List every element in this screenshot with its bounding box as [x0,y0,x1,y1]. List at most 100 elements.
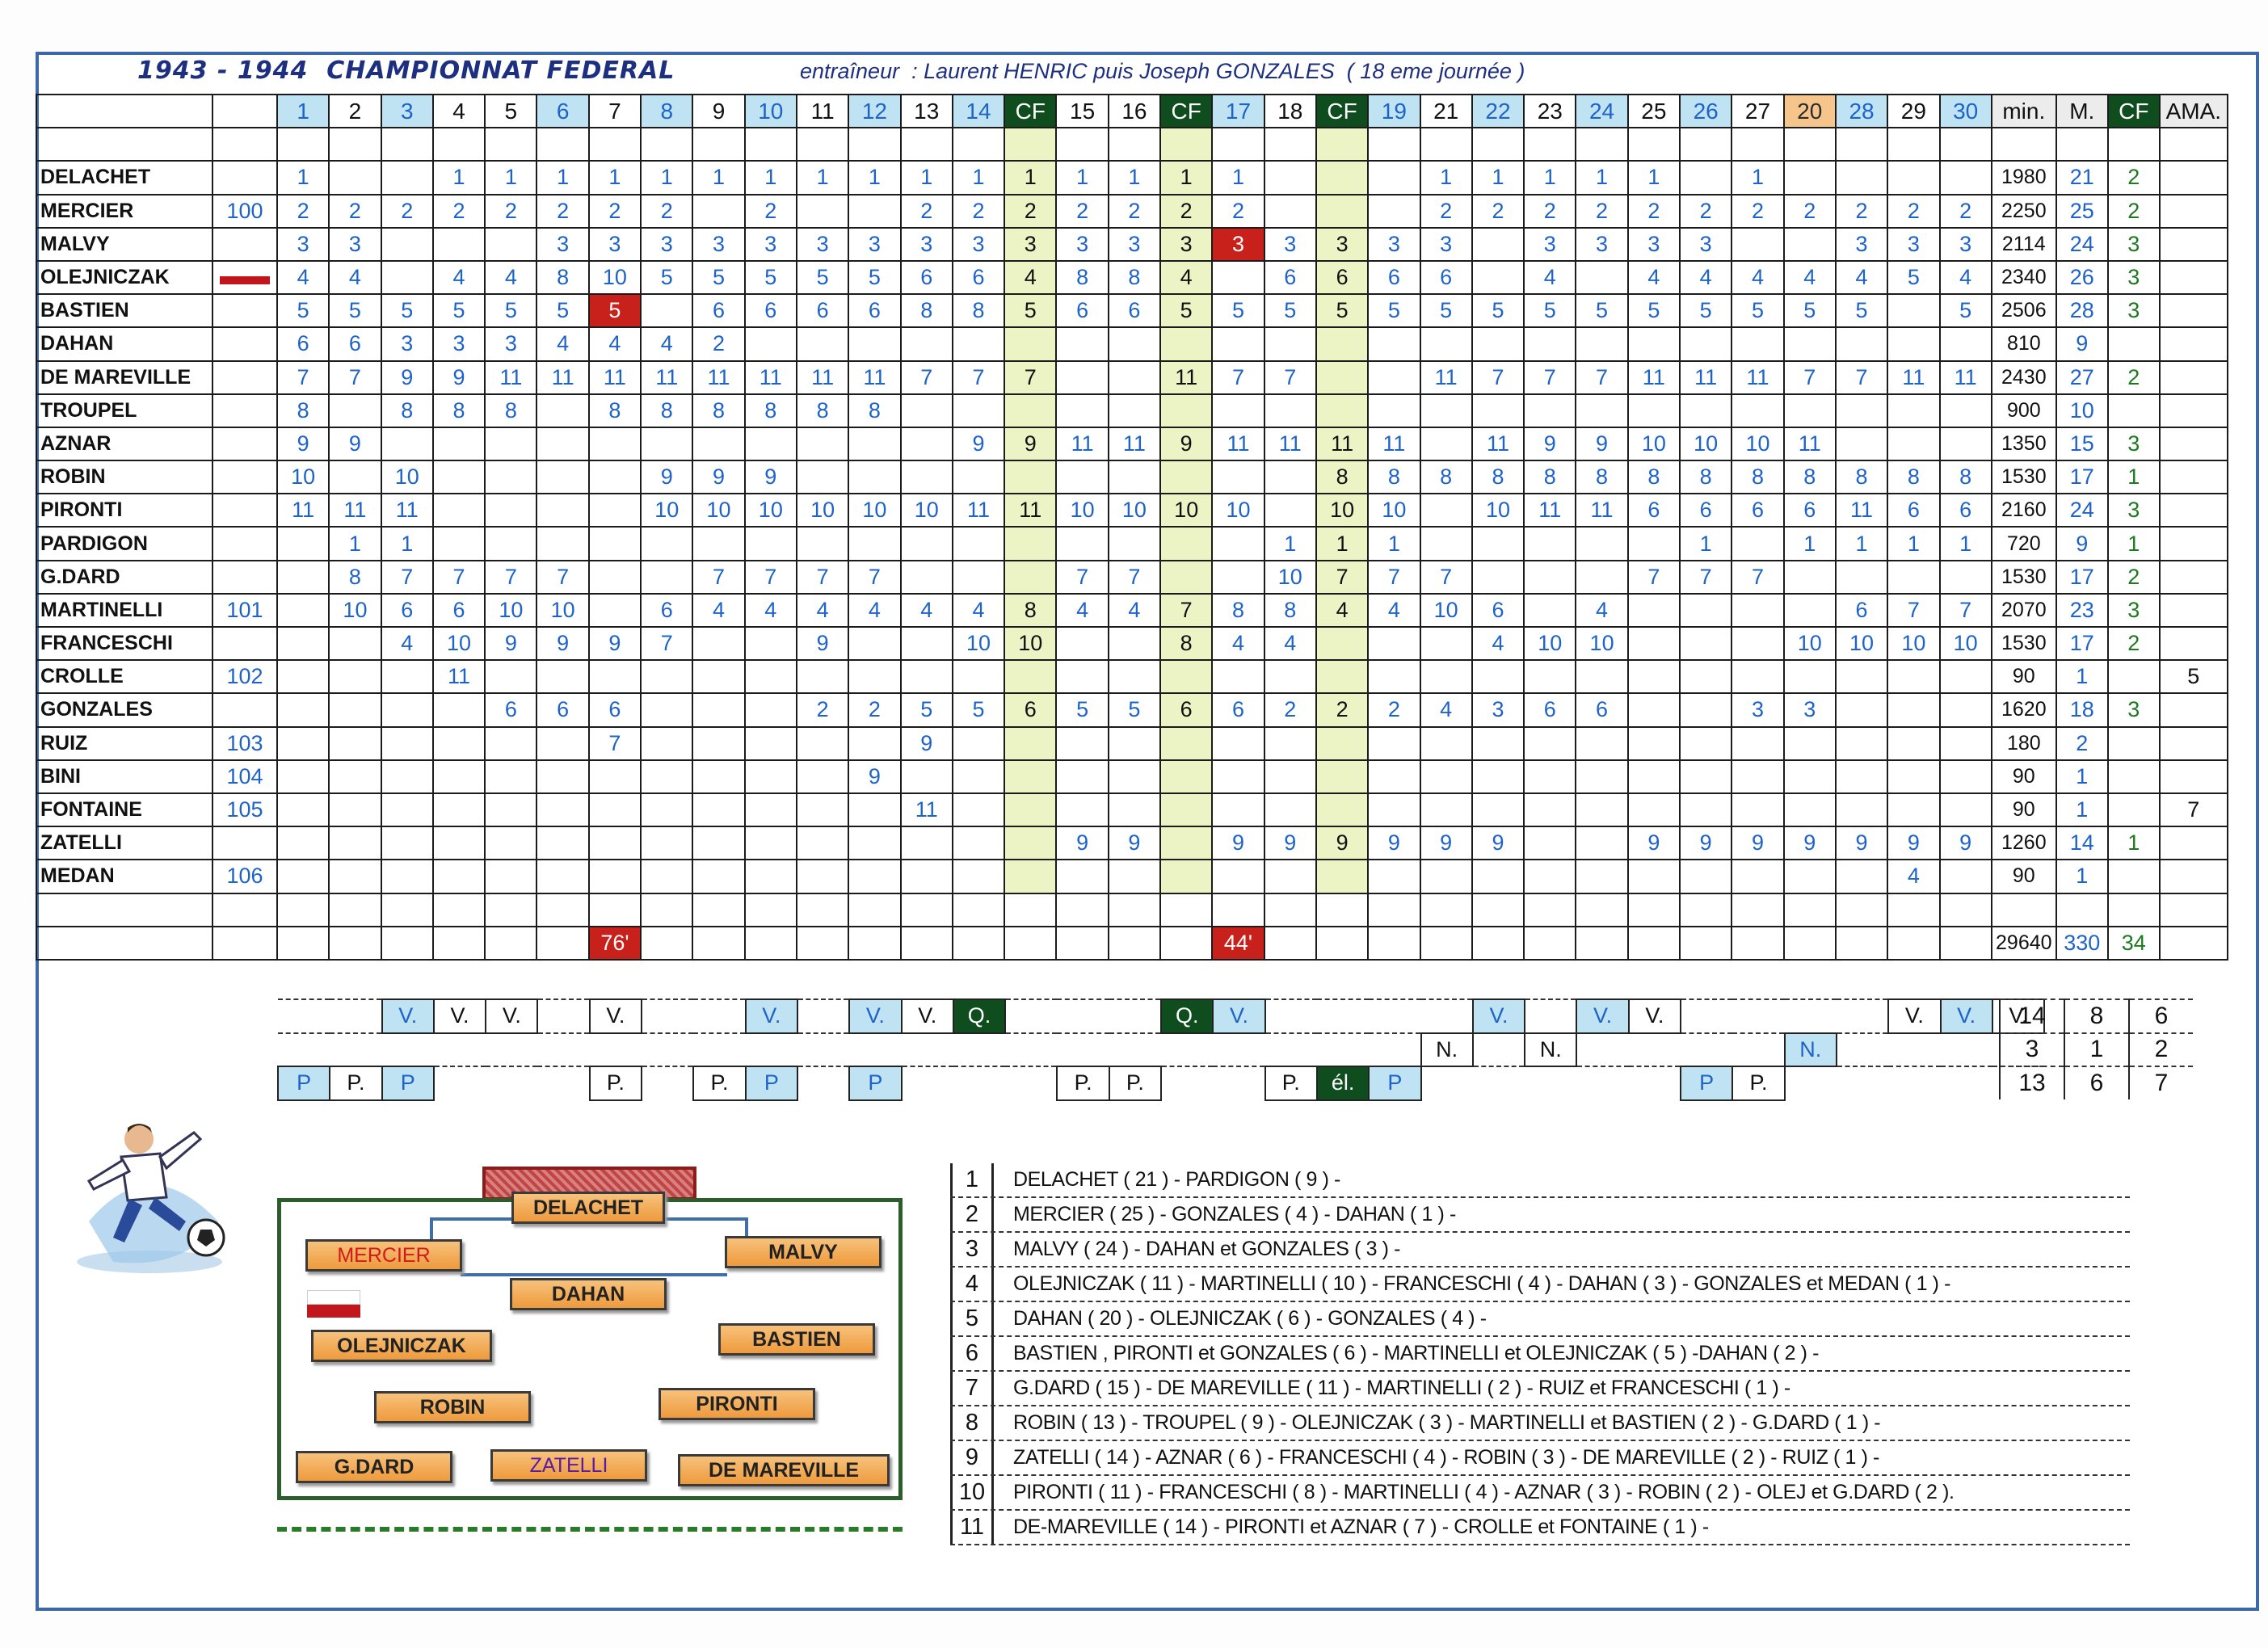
shirt-number-cell: 1 [951,160,1006,195]
empty-cell [951,925,1006,961]
empty-cell [1419,127,1473,162]
player-stat-min: 2506 [1990,293,2057,329]
shirt-number-cell [328,160,382,195]
shirt-number-cell: 11 [899,792,953,828]
shirt-number-cell: 4 [1626,259,1681,296]
matchday-header: 16 [1107,93,1162,129]
shirt-number-cell: 6 [484,692,538,728]
shirt-number-cell [587,826,642,861]
empty-cell [484,925,538,961]
shirt-number-cell [1107,460,1162,495]
shirt-number-cell: 11 [536,359,590,395]
shirt-number-cell: 6 [1782,493,1837,528]
empty-cell [1471,127,1525,162]
shirt-number-cell [1679,759,1733,794]
player-number [212,393,278,428]
table-row: PARDIGON 1 1 1 1 1 1 1 1 1 1 720 9 1 [36,526,2228,561]
shirt-number-cell: 6 [431,592,486,629]
shirt-number-cell [1055,792,1109,828]
result-empty [693,1032,746,1066]
shirt-number-cell: 4 [484,259,538,296]
position-number: 3 [950,1233,994,1266]
empty-cell [1367,925,1421,961]
shirt-number-cell: 9 [1367,826,1421,861]
shirt-number-cell [1782,559,1837,595]
shirt-number-cell [380,659,434,695]
shirt-number-cell [536,460,590,495]
lineup-player-pironti: PIRONTI [659,1388,815,1420]
shirt-number-cell [1626,659,1681,695]
list-item: 3 MALVY ( 24 ) - DAHAN et GONZALES ( 3 ) … [950,1233,2130,1268]
shirt-number-cell: 9 [1523,426,1577,462]
player-stat-m: 14 [2055,826,2109,861]
player-stat-m: 24 [2055,226,2109,262]
shirt-number-cell [1626,625,1681,662]
result-empty [278,998,330,1033]
result-empty [1472,1066,1525,1100]
shirt-number-cell: 1 [1315,526,1370,561]
shirt-number-cell [1523,859,1577,894]
position-number: 8 [950,1406,994,1440]
empty-cell [848,892,902,927]
shirt-number-cell [380,259,434,296]
shirt-number-cell: 8 [328,559,382,595]
lineup-goalkeeper: DELACHET [511,1192,665,1224]
shirt-number-cell: 3 [328,226,382,262]
shirt-number-cell [1419,659,1473,695]
shirt-number-cell: 9 [1834,826,1889,861]
shirt-number-cell [1887,659,1941,695]
result-empty [642,1032,694,1066]
player-stat-cf [2106,859,2161,894]
shirt-number-cell: 2 [1523,193,1577,229]
shirt-number-cell [1471,725,1525,761]
shirt-number-cell: 8 [1107,259,1162,296]
position-number: 2 [950,1198,994,1231]
matchday-header: 14 [951,93,1006,129]
shirt-number-cell: 6 [1679,493,1733,528]
empty-cell [276,892,330,927]
player-number [212,160,278,195]
player-stat-cf: 3 [2106,426,2161,462]
shirt-number-cell: 1 [1834,526,1889,561]
shirt-number-cell: 10 [1626,426,1681,462]
matchday-header: 24 [1575,93,1629,129]
empty-cell [536,127,590,162]
empty-cell [36,127,213,162]
position-number: 10 [950,1476,994,1509]
shirt-number-cell: 3 [1263,226,1317,262]
shirt-number-cell [328,725,382,761]
poland-flag-icon [307,1290,360,1319]
shirt-number-cell [380,160,434,195]
results-strip: V. V. V. V. V. V. V. Q. Q. V. V. V. V. V. V. V. N. N. N. P P… [276,998,2046,1101]
shirt-number-cell [1834,426,1889,462]
list-item: 9 ZATELLI ( 14 ) - AZNAR ( 6 ) - FRANCESC… [950,1441,2130,1476]
empty-cell [1679,892,1733,927]
shirt-number-cell: 11 [692,359,746,395]
lineup-player-mercier: MERCIER [305,1239,462,1272]
shirt-number-cell [640,759,694,794]
table-row: MERCIER 100 2 2 2 2 2 2 2 2 2 2 2 2 2 2 2 2 2 2 2 2 2 2 2 2 2 2 2 225… [36,193,2228,229]
result-empty [330,998,382,1033]
table-row: MALVY 3 3 3 3 3 3 3 3 3 3 3 3 3 3 3 3 3 3 3 3 3 3 3 3 3 3 3 2114 24 3 [36,226,2228,262]
shirt-number-cell [1055,526,1109,561]
player-stat-m: 23 [2055,592,2109,629]
player-name: GONZALES [36,692,213,728]
result-empty [797,998,850,1033]
matchday-header: 3 [380,93,434,129]
shirt-number-cell: 3 [1679,226,1733,262]
shirt-number-cell: 9 [1731,826,1785,861]
shirt-number-cell [743,426,797,462]
shirt-number-cell: 7 [795,559,850,595]
player-stat-ama [2158,259,2228,296]
shirt-number-cell: 2 [1887,193,1941,229]
shirt-number-cell: 8 [1575,460,1629,495]
shirt-number-cell: 11 [1315,426,1370,462]
player-stat-m: 10 [2055,393,2109,428]
shirt-number-cell [1679,393,1733,428]
empty-cell [1367,127,1421,162]
summary-row: 13 6 7 [1999,1066,2193,1099]
poland-flag-icon [212,259,278,296]
shirt-number-cell: 2 [1626,193,1681,229]
shirt-number-cell [1004,725,1058,761]
shirt-number-cell [1159,725,1214,761]
